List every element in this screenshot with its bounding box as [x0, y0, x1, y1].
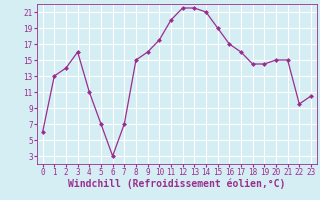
X-axis label: Windchill (Refroidissement éolien,°C): Windchill (Refroidissement éolien,°C) — [68, 179, 285, 189]
